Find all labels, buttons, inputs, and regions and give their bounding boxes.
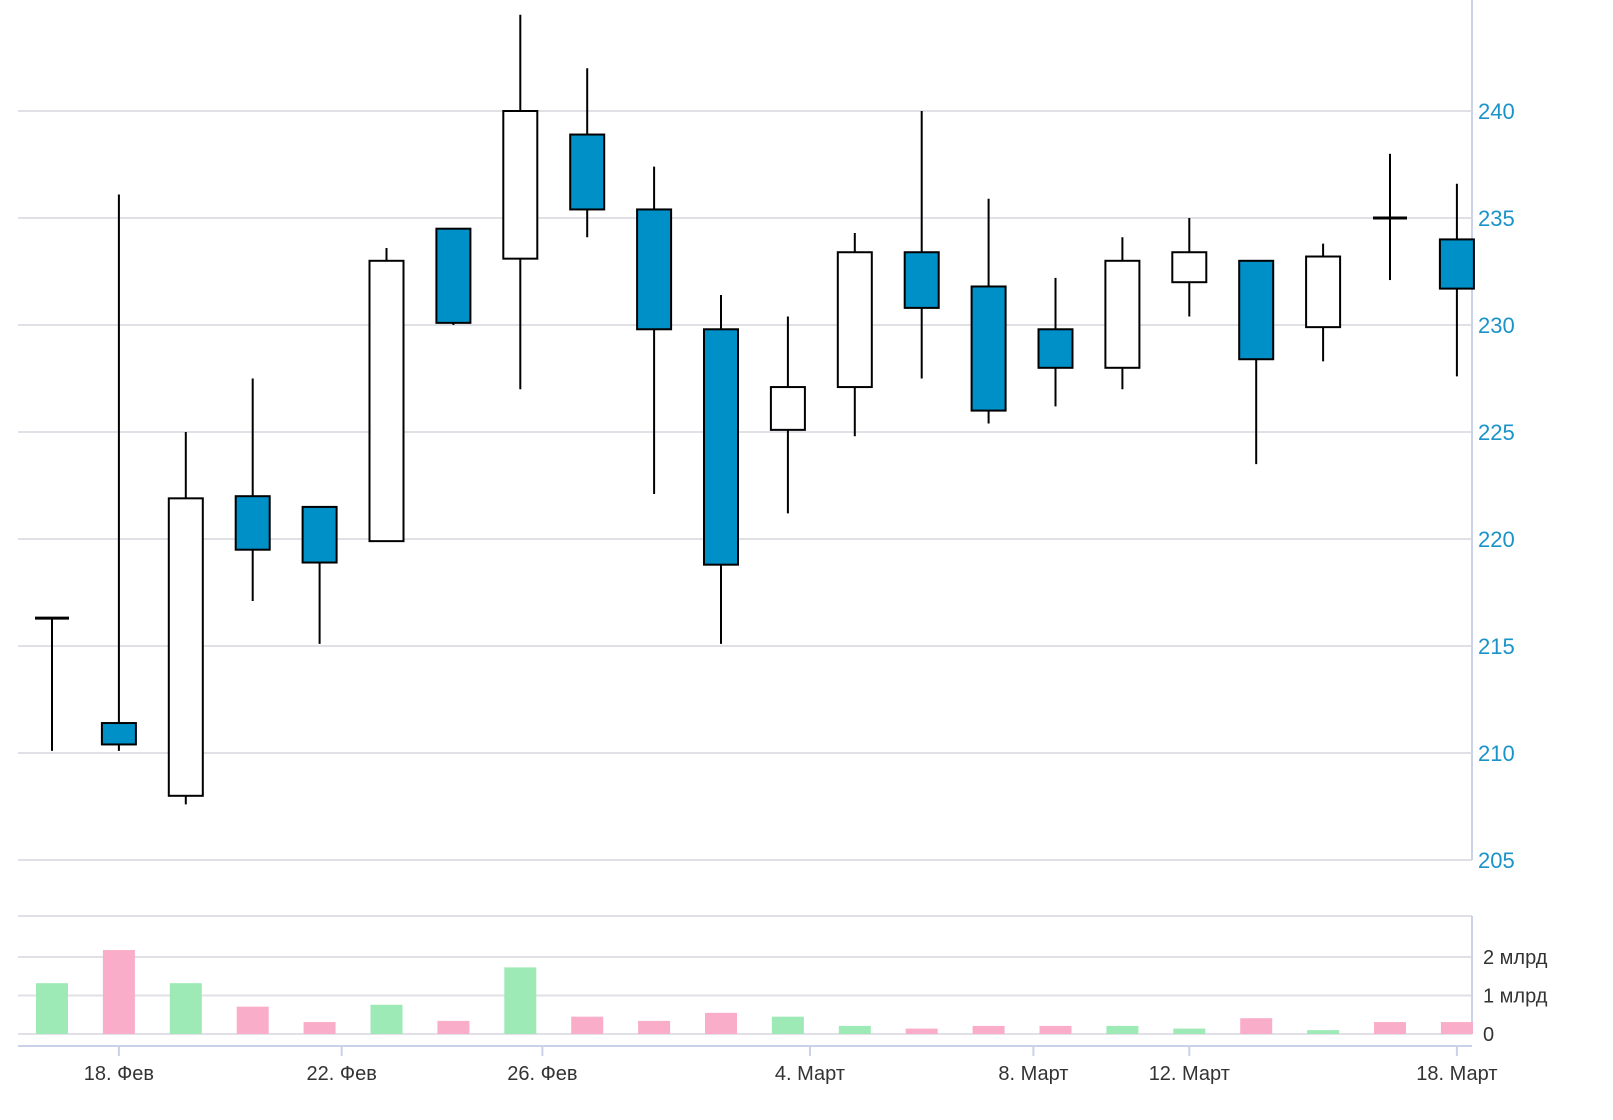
candle [569, 68, 606, 238]
volume-gridlines [18, 915, 1472, 1035]
candle [1171, 218, 1208, 317]
price-tick-label: 230 [1478, 313, 1515, 338]
price-gridlines [18, 110, 1472, 861]
candle-body [1305, 255, 1342, 329]
candle [1104, 237, 1141, 390]
volume-bars [36, 950, 1473, 1034]
candle-body [1037, 328, 1074, 369]
price-tick-label: 210 [1478, 741, 1515, 766]
volume-bar [1240, 1018, 1273, 1034]
candle-body [167, 497, 204, 797]
volume-bar [1173, 1028, 1206, 1034]
price-axis-labels: 205 210 215 220 225 230 235 240 [1478, 99, 1515, 873]
candle-body [368, 259, 405, 543]
volume-bar [370, 1004, 403, 1034]
candle-body [301, 505, 338, 564]
candle [234, 378, 271, 602]
candle [167, 432, 204, 805]
candle [636, 166, 673, 495]
date-tick-label: 12. Март [1149, 1063, 1230, 1085]
volume-bar [1440, 1022, 1473, 1034]
volume-bar [1039, 1025, 1072, 1034]
volume-bar [1106, 1025, 1139, 1034]
volume-bar [771, 1016, 804, 1034]
volume-bar [102, 950, 135, 1034]
price-tick-label: 225 [1478, 420, 1515, 445]
candle-body [836, 251, 873, 389]
axes [18, 0, 1473, 1047]
volume-axis-labels: 0 1 млрд 2 млрд [1483, 947, 1548, 1046]
volume-bar [236, 1006, 269, 1034]
price-tick-label: 235 [1478, 206, 1515, 231]
candle [502, 14, 539, 390]
candle-body [769, 386, 806, 431]
candle [903, 111, 940, 379]
price-tick-label: 215 [1478, 634, 1515, 659]
candle-body [1171, 251, 1208, 284]
price-tick-label: 205 [1478, 848, 1515, 873]
volume-bar [571, 1016, 604, 1034]
volume-bar [169, 983, 202, 1034]
volume-tick-label: 2 млрд [1483, 947, 1548, 969]
candle [836, 232, 873, 437]
date-tick-label: 4. Март [775, 1063, 845, 1085]
candle [1305, 243, 1342, 362]
volume-bar [303, 1022, 336, 1034]
candle-body [100, 722, 137, 746]
candle [1037, 277, 1074, 407]
candle [435, 227, 472, 325]
volume-bar [36, 983, 68, 1034]
candle-body [569, 133, 606, 211]
volume-bar [972, 1025, 1005, 1034]
candle-body [703, 328, 739, 566]
candle-body [1238, 259, 1275, 361]
volume-tick-label: 1 млрд [1483, 986, 1548, 1008]
volume-bar [437, 1020, 470, 1034]
candle [1238, 259, 1275, 465]
volume-bar [905, 1028, 938, 1034]
candle-body [234, 495, 271, 551]
candle-body [970, 285, 1007, 412]
candle-body [636, 208, 673, 331]
date-tick-label: 8. Март [998, 1063, 1068, 1085]
candle [970, 198, 1007, 424]
candle-body [502, 110, 539, 260]
volume-bar [838, 1025, 871, 1034]
price-tick-label: 240 [1478, 99, 1515, 124]
volume-bar [504, 967, 537, 1034]
volume-bar [638, 1020, 671, 1034]
date-axis: 18. Фев 22. Фев 26. Фев 4. Март 8. Март 12. М… [84, 1046, 1498, 1085]
candle-body [903, 251, 940, 309]
volume-tick-label: 0 [1483, 1024, 1494, 1046]
candle [100, 194, 137, 751]
candle-body [1438, 238, 1475, 290]
candle [1438, 183, 1475, 377]
volume-bar [1374, 1022, 1406, 1034]
candle [301, 505, 338, 644]
date-tick-label: 26. Фев [507, 1063, 577, 1085]
price-tick-label: 220 [1478, 527, 1515, 552]
volume-bar [705, 1012, 737, 1034]
candle [368, 247, 405, 543]
candle [703, 295, 739, 644]
candle [1373, 153, 1407, 281]
date-tick-label: 18. Фев [84, 1063, 154, 1085]
date-tick-label: 18. Март [1416, 1063, 1497, 1085]
volume-bar [1307, 1030, 1340, 1034]
candles [35, 14, 1475, 805]
candle [769, 316, 806, 514]
candle [35, 616, 69, 751]
candle-body [1104, 259, 1141, 369]
date-tick-label: 22. Фев [307, 1063, 377, 1085]
candle-body [435, 227, 472, 324]
